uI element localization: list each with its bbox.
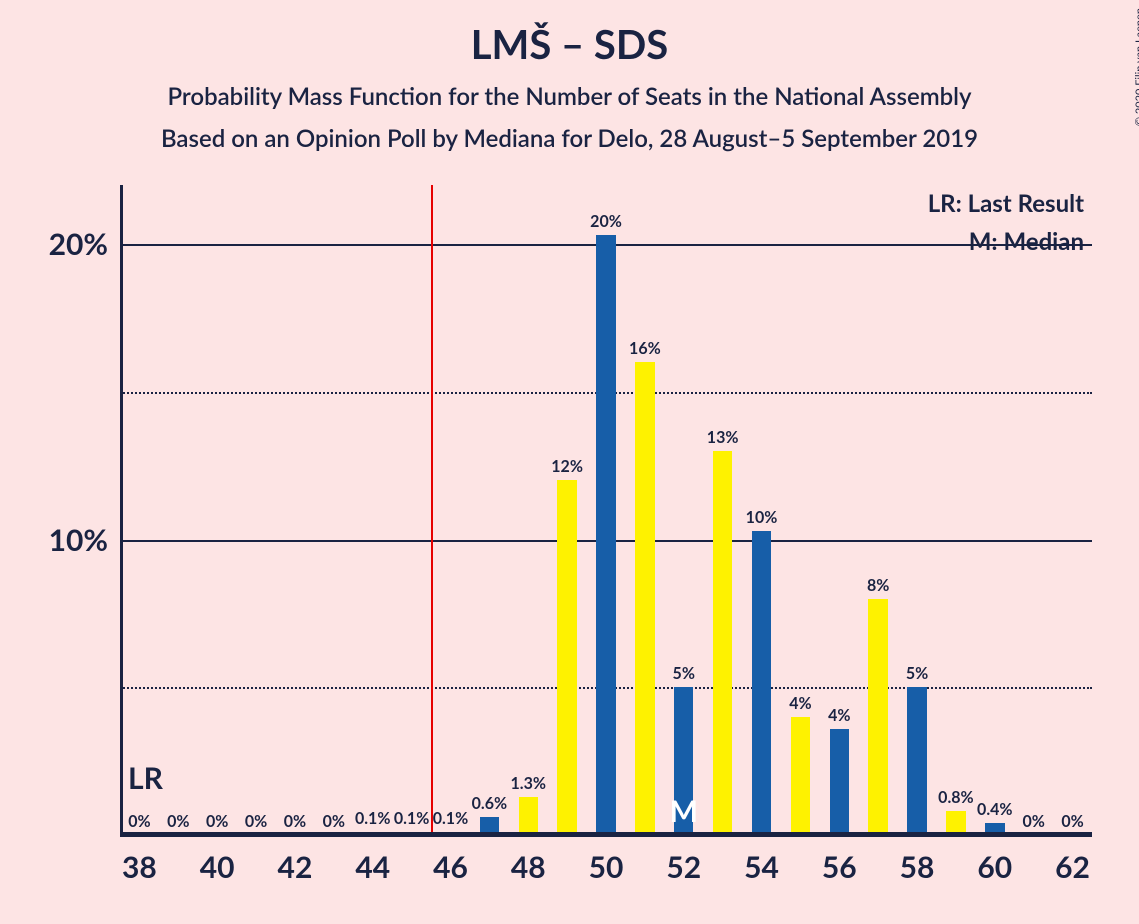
bar-value-label: 5% xyxy=(673,664,695,683)
bar-value-label: 0.1% xyxy=(433,809,468,828)
bar-value-label: 0.1% xyxy=(394,809,429,828)
bar xyxy=(557,480,576,835)
x-axis xyxy=(120,832,1092,835)
y-axis xyxy=(120,185,123,835)
bar xyxy=(596,235,615,835)
chart-subtitle-1: Probability Mass Function for the Number… xyxy=(0,82,1139,111)
x-axis-tick-label: 60 xyxy=(977,849,1012,885)
chart-canvas: LMŠ – SDS Probability Mass Function for t… xyxy=(0,0,1139,924)
bar-value-label: 0% xyxy=(284,812,306,831)
bar xyxy=(713,451,732,835)
bar xyxy=(635,362,654,835)
x-axis-tick-label: 54 xyxy=(744,849,779,885)
y-axis-tick-label: 10% xyxy=(20,522,108,558)
bar-value-label: 1.3% xyxy=(510,774,545,793)
x-axis-tick-label: 62 xyxy=(1055,849,1090,885)
plot-area: 0%0%0%0%0%0%0.1%0.1%0.1%0.6%1.3%12%20%16… xyxy=(120,185,1092,835)
bar-value-label: 12% xyxy=(551,457,583,476)
bar-value-label: 0% xyxy=(245,812,267,831)
bar xyxy=(752,531,771,835)
x-axis-tick-label: 42 xyxy=(278,849,313,885)
gridline xyxy=(120,835,1092,837)
bar-value-label: 13% xyxy=(707,428,739,447)
bar-value-label: 0.1% xyxy=(355,809,390,828)
bar-value-label: 0% xyxy=(1061,812,1083,831)
bar xyxy=(907,687,926,835)
x-axis-tick-label: 50 xyxy=(589,849,624,885)
legend-lr: LR: Last Result xyxy=(928,189,1084,218)
bar-value-label: 4% xyxy=(828,706,850,725)
bar-value-label: 5% xyxy=(906,664,928,683)
bar-value-label: 0.8% xyxy=(938,788,973,807)
chart-title: LMŠ – SDS xyxy=(0,20,1139,68)
x-axis-tick-label: 58 xyxy=(900,849,935,885)
bar-value-label: 20% xyxy=(590,212,622,231)
bar-value-label: 8% xyxy=(867,576,889,595)
last-result-line xyxy=(431,185,433,835)
bar xyxy=(830,729,849,835)
x-axis-tick-label: 40 xyxy=(200,849,235,885)
bar-value-label: 0.6% xyxy=(472,794,507,813)
bar-value-label: 0% xyxy=(1022,812,1044,831)
x-axis-tick-label: 46 xyxy=(433,849,468,885)
median-marker-label: M xyxy=(670,793,698,829)
chart-subtitle-2: Based on an Opinion Poll by Mediana for … xyxy=(0,124,1139,153)
lr-marker-label: LR xyxy=(128,760,163,796)
legend-median: M: Median xyxy=(969,227,1084,256)
bar-value-label: 0% xyxy=(167,812,189,831)
y-axis-tick-label: 20% xyxy=(20,226,108,262)
x-axis-tick-label: 44 xyxy=(355,849,390,885)
x-axis-tick-label: 56 xyxy=(822,849,857,885)
bar-value-label: 10% xyxy=(746,508,778,527)
copyright-text: © 2020 Filip van Laenen xyxy=(1133,8,1139,126)
x-axis-tick-label: 52 xyxy=(666,849,701,885)
x-axis-tick-label: 38 xyxy=(122,849,157,885)
bar-value-label: 0.4% xyxy=(977,800,1012,819)
bar-value-label: 0% xyxy=(323,812,345,831)
bar-value-label: 0% xyxy=(128,812,150,831)
x-axis-tick-label: 48 xyxy=(511,849,546,885)
bar xyxy=(791,717,810,835)
bar-value-label: 16% xyxy=(629,339,661,358)
bar xyxy=(519,797,538,835)
bar xyxy=(868,599,887,835)
bar-value-label: 0% xyxy=(206,812,228,831)
bar-value-label: 4% xyxy=(789,694,811,713)
